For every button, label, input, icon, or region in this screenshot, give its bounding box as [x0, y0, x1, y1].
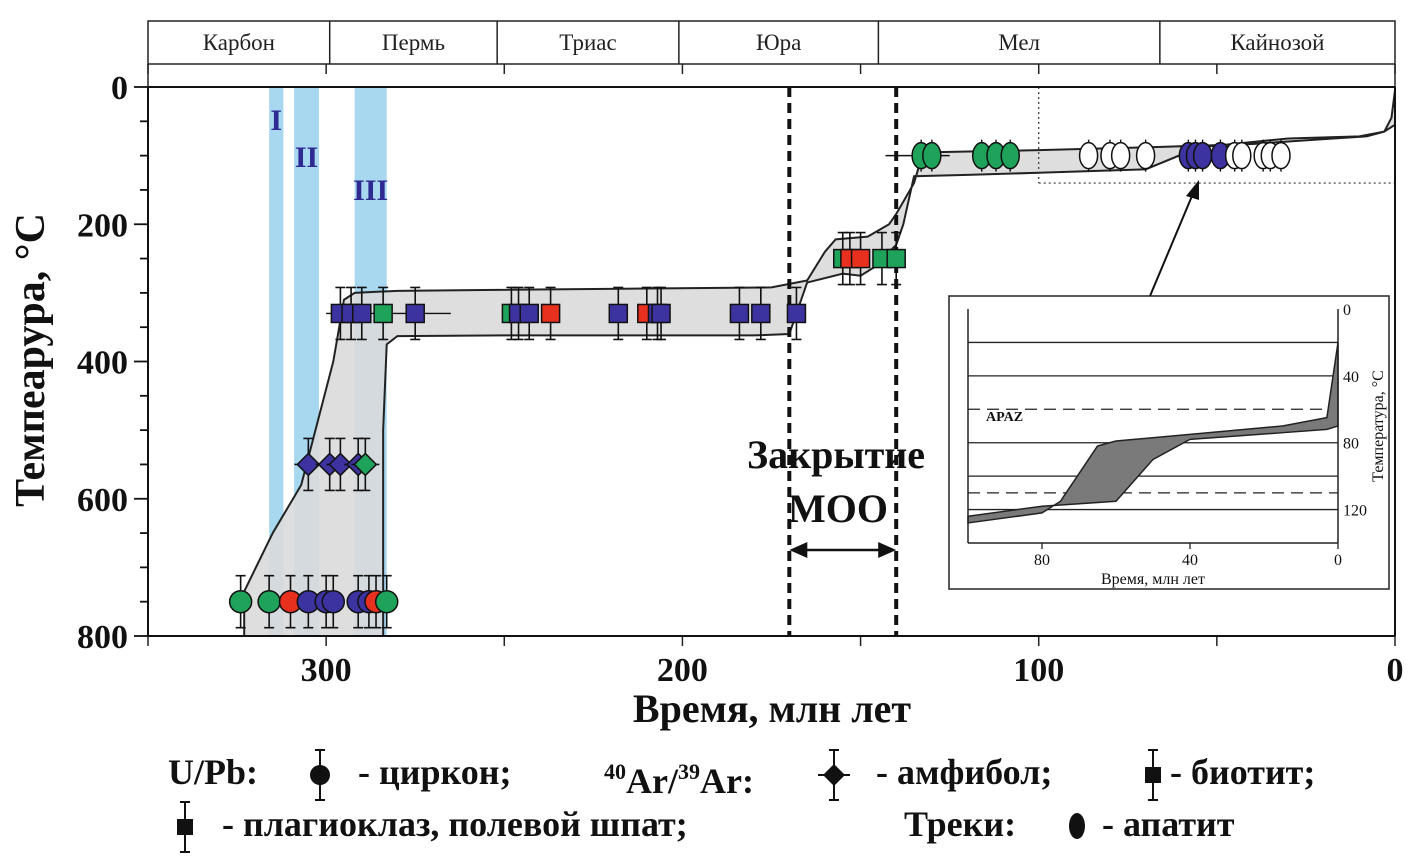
inset-x-tick-label: 40 [1182, 552, 1198, 569]
legend-ar-b: Ar: [699, 761, 754, 801]
circle-point [374, 589, 399, 614]
x-axis-title: Время, млн лет [633, 686, 911, 731]
inset-y-tick-label: 80 [1343, 436, 1359, 453]
period-label: Пермь [382, 30, 445, 55]
inset-panel: APAZ 80 40 0 0 40 80 120 Время, млн лет Температу… [948, 295, 1390, 590]
moo-arrow-right [878, 542, 897, 558]
band-I [269, 87, 284, 636]
y-tick-label: 200 [77, 207, 128, 244]
series-0 [228, 574, 399, 629]
y-tick-label: 400 [77, 345, 128, 382]
legend-biotite-label: - биотит; [1170, 752, 1316, 792]
band-label-I: I [270, 104, 282, 137]
period-label: Триас [559, 30, 616, 55]
period-label: Карбон [203, 30, 275, 55]
diamond-point [296, 452, 321, 477]
legend-upb-label: U/Pb: [168, 752, 258, 792]
diamond-point [353, 452, 378, 477]
inset-zone-label: APAZ [986, 410, 1023, 425]
inset-x-tick-label: 80 [1034, 552, 1050, 569]
inset-x-title: Время, млн лет [1101, 571, 1205, 588]
inset-y-tick-label: 40 [1343, 369, 1359, 386]
square-point [786, 303, 807, 324]
diamond-marker-icon [818, 749, 850, 801]
period-header: Карбон Пермь Триас Юра Мел Кайнозой [147, 20, 1396, 646]
series-1 [294, 437, 380, 492]
square-point [373, 303, 393, 324]
inset-y-tick-label: 120 [1343, 503, 1367, 520]
inset-y-title: Температура, °С [1370, 370, 1387, 482]
ellipse-point [1000, 141, 1020, 170]
series-3 [833, 231, 906, 286]
moo-arrow-left [789, 542, 808, 558]
square-point [886, 248, 906, 269]
legend-ar39: 39 [677, 759, 700, 784]
thermochron-chart: Карбон Пермь Триас Юра Мел КайнозойIIIIII0200… [8, 20, 1404, 731]
x-tick-label: 300 [301, 652, 352, 689]
diamond-point [328, 452, 353, 477]
annotation-line-1: Закрытие [747, 432, 925, 477]
x-tick-label: 0 [1387, 652, 1404, 689]
y-tick-label: 800 [77, 619, 128, 656]
square-point [608, 303, 629, 324]
circle-point [257, 589, 281, 614]
circle-point [321, 589, 346, 614]
inset-pointer-head [1186, 180, 1199, 200]
ellipse-point [1192, 141, 1213, 170]
period-header-box [147, 20, 1396, 65]
legend-tracks-label: Треки: [904, 804, 1017, 844]
square-marker-icon-2 [177, 801, 193, 853]
square-point [751, 303, 771, 324]
annotation-line-2: МОО [788, 486, 888, 531]
period-label: Кайнозой [1230, 30, 1324, 55]
legend-zircon-label: - циркон; [358, 752, 512, 792]
legend-ar40: 40 [604, 759, 626, 784]
band-label-III: III [353, 174, 388, 207]
x-tick-label: 200 [657, 652, 708, 689]
inset-x-tick-label: 0 [1334, 552, 1342, 569]
ellipse-point [1135, 141, 1156, 170]
period-label: Юра [756, 30, 801, 55]
square-point [540, 303, 561, 324]
y-tick-label: 0 [111, 70, 128, 107]
y-axis-title: Темпеарура, °С [8, 213, 54, 507]
ellipse-point [1271, 141, 1291, 170]
ellipse-point [1078, 141, 1099, 170]
legend-amphibole-label: - амфибол; [876, 752, 1053, 792]
square-point [352, 303, 372, 324]
square-point [519, 303, 539, 324]
square-point [850, 248, 871, 269]
series-4 [885, 139, 1291, 172]
x-tick-label: 100 [1013, 652, 1064, 689]
circle-marker-icon [310, 749, 330, 801]
legend-ar-a: Ar/ [626, 761, 678, 801]
legend-plagioclase-label: - плагиоклаз, полевой шпат; [222, 804, 688, 844]
ellipse-point [1110, 141, 1131, 170]
period-label: Мел [998, 30, 1040, 55]
ellipse-point [1232, 141, 1252, 170]
series-2 [326, 286, 807, 341]
band-label-II: II [295, 141, 318, 174]
square-point [729, 303, 750, 324]
ellipse-point [922, 141, 942, 170]
inset-y-tick-label: 0 [1343, 302, 1351, 319]
circle-point [228, 589, 253, 614]
legend-apatite-label: - апатит [1102, 804, 1235, 844]
ellipse-marker-icon [1069, 813, 1085, 839]
legend-ar-label: 40Ar/39Ar: [604, 752, 754, 801]
y-tick-label: 600 [77, 482, 128, 519]
square-point [651, 303, 671, 324]
square-marker-icon [1145, 749, 1161, 801]
inset-pointer-line [1149, 195, 1193, 297]
square-point [405, 303, 425, 324]
